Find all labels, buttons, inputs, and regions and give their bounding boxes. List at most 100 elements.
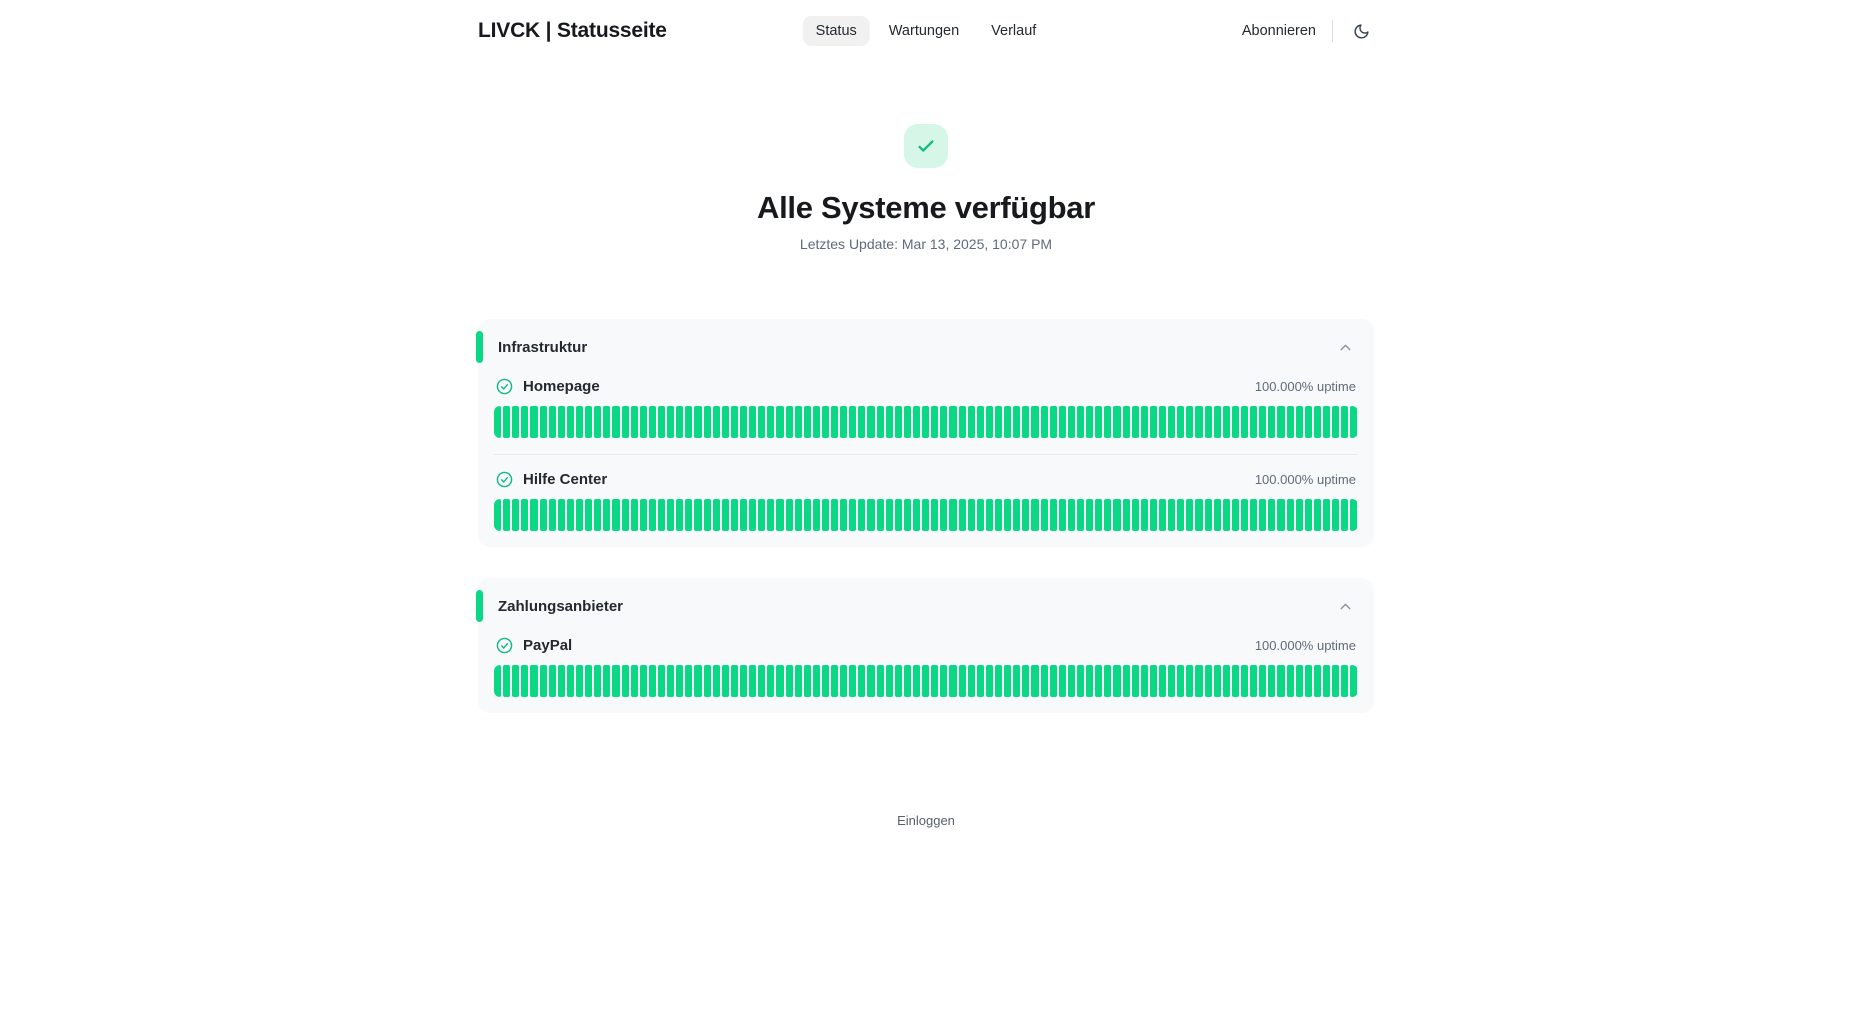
- uptime-bar-segment: [739, 406, 748, 438]
- uptime-bar-segment: [667, 499, 675, 531]
- group-header[interactable]: Zahlungsanbieter: [476, 578, 1374, 633]
- login-link[interactable]: Einloggen: [897, 813, 955, 828]
- uptime-bar-segment: [812, 499, 820, 531]
- uptime-bar-segment: [821, 406, 830, 438]
- chevron-up-icon[interactable]: [1337, 339, 1354, 356]
- uptime-bar-segment: [667, 665, 675, 697]
- uptime-bar-segment: [1250, 665, 1258, 697]
- uptime-bar-segment: [557, 665, 565, 697]
- uptime-bar-segment: [1195, 406, 1203, 438]
- uptime-bar-segment: [667, 406, 675, 438]
- uptime-bar-segment: [1131, 665, 1139, 697]
- uptime-bar-segment: [712, 665, 720, 697]
- group-card-infrastruktur: Infrastruktur Homepage 100.000% uptim: [476, 319, 1374, 547]
- uptime-bar-segment: [612, 499, 620, 531]
- uptime-bar-segment: [1013, 406, 1021, 438]
- uptime-bar-segment: [949, 499, 957, 531]
- uptime-bar-segment: [530, 406, 538, 438]
- uptime-bar-segment: [985, 665, 994, 697]
- uptime-bar-segment: [1277, 499, 1285, 531]
- uptime-bar-segment: [603, 406, 611, 438]
- uptime-bar-segment: [1086, 406, 1094, 438]
- uptime-bar-segment: [1067, 499, 1075, 531]
- uptime-bar-segment: [1113, 665, 1121, 697]
- page-title: Alle Systeme verfügbar: [757, 190, 1095, 225]
- uptime-bar-segment: [648, 406, 656, 438]
- uptime-bar-segment: [1240, 406, 1249, 438]
- uptime-bar-segment: [521, 499, 529, 531]
- uptime-percentage: 100.000% uptime: [1254, 379, 1356, 394]
- uptime-bar-segment: [1222, 499, 1230, 531]
- uptime-bar-segment: [730, 406, 738, 438]
- uptime-bar-segment: [885, 665, 893, 697]
- uptime-bar-segment: [1168, 499, 1176, 531]
- uptime-bar-segment: [648, 665, 656, 697]
- uptime-bar-segment: [548, 499, 556, 531]
- uptime-bar-segment: [494, 406, 502, 438]
- uptime-bar-segment: [1286, 499, 1294, 531]
- uptime-bar-segment: [1350, 665, 1358, 697]
- uptime-bar-segment: [1313, 406, 1321, 438]
- uptime-bar-segment: [1231, 499, 1239, 531]
- uptime-bar-segment: [1204, 406, 1212, 438]
- uptime-bar-segment: [1213, 665, 1221, 697]
- moon-icon: [1353, 23, 1370, 40]
- uptime-bar-segment: [1067, 665, 1075, 697]
- uptime-bar-segment: [503, 499, 511, 531]
- uptime-bar-segment: [831, 406, 839, 438]
- uptime-bar-segment: [794, 406, 802, 438]
- overall-status-badge: [904, 124, 948, 168]
- nav-item-verlauf[interactable]: Verlauf: [978, 16, 1049, 46]
- uptime-bar-segment: [967, 665, 975, 697]
- uptime-bar-segment: [612, 406, 620, 438]
- uptime-bar-segment: [1259, 406, 1267, 438]
- uptime-bar-segment: [739, 665, 748, 697]
- uptime-bar-segment: [749, 406, 757, 438]
- chevron-up-icon[interactable]: [1337, 598, 1354, 615]
- uptime-bar-segment: [585, 499, 593, 531]
- uptime-bar-segment: [767, 406, 775, 438]
- group-title: Infrastruktur: [498, 339, 588, 356]
- uptime-bar-segment: [985, 499, 994, 531]
- nav-item-status[interactable]: Status: [802, 16, 870, 46]
- uptime-bar-segment: [758, 499, 766, 531]
- uptime-bar-segment: [503, 665, 511, 697]
- theme-toggle-button[interactable]: [1349, 19, 1374, 44]
- uptime-bar-segment: [1213, 406, 1221, 438]
- uptime-bar-segment: [1186, 406, 1194, 438]
- uptime-bar-segment: [1204, 499, 1212, 531]
- subscribe-button[interactable]: Abonnieren: [1241, 23, 1316, 39]
- uptime-bar-segment: [858, 499, 866, 531]
- top-right-actions: Abonnieren: [1242, 19, 1374, 44]
- site-logo[interactable]: LIVCK | Statusseite: [478, 19, 667, 42]
- uptime-bar-segment: [931, 499, 939, 531]
- uptime-bar-segment: [767, 665, 775, 697]
- uptime-bar-segment: [1350, 499, 1358, 531]
- uptime-bar-segment: [1304, 665, 1312, 697]
- uptime-bar-segment: [1186, 499, 1194, 531]
- nav-item-wartungen[interactable]: Wartungen: [876, 16, 972, 46]
- uptime-bar-segment: [785, 406, 793, 438]
- group-header[interactable]: Infrastruktur: [476, 319, 1374, 374]
- uptime-bar-segment: [1168, 665, 1176, 697]
- uptime-bar-segment: [1113, 499, 1121, 531]
- uptime-bar-segment: [858, 406, 866, 438]
- uptime-bar-segment: [1304, 499, 1312, 531]
- uptime-bar-segment: [639, 665, 647, 697]
- service-groups: Infrastruktur Homepage 100.000% uptim: [476, 319, 1374, 713]
- uptime-bar-segment: [512, 406, 520, 438]
- uptime-bar-segment: [594, 665, 602, 697]
- uptime-bar-segment: [1250, 406, 1258, 438]
- uptime-bar-segment: [585, 406, 593, 438]
- uptime-bar-segment: [621, 499, 629, 531]
- uptime-bar-segment: [776, 406, 784, 438]
- uptime-bar-segment: [575, 665, 584, 697]
- uptime-bar-segment: [676, 665, 684, 697]
- uptime-bar-segment: [1259, 665, 1267, 697]
- uptime-bar-segment: [575, 499, 584, 531]
- uptime-bar-segment: [585, 665, 593, 697]
- uptime-bar-segment: [557, 499, 565, 531]
- uptime-bar-segment: [1313, 499, 1321, 531]
- uptime-bar-segment: [1250, 499, 1258, 531]
- uptime-bar-segment: [849, 406, 857, 438]
